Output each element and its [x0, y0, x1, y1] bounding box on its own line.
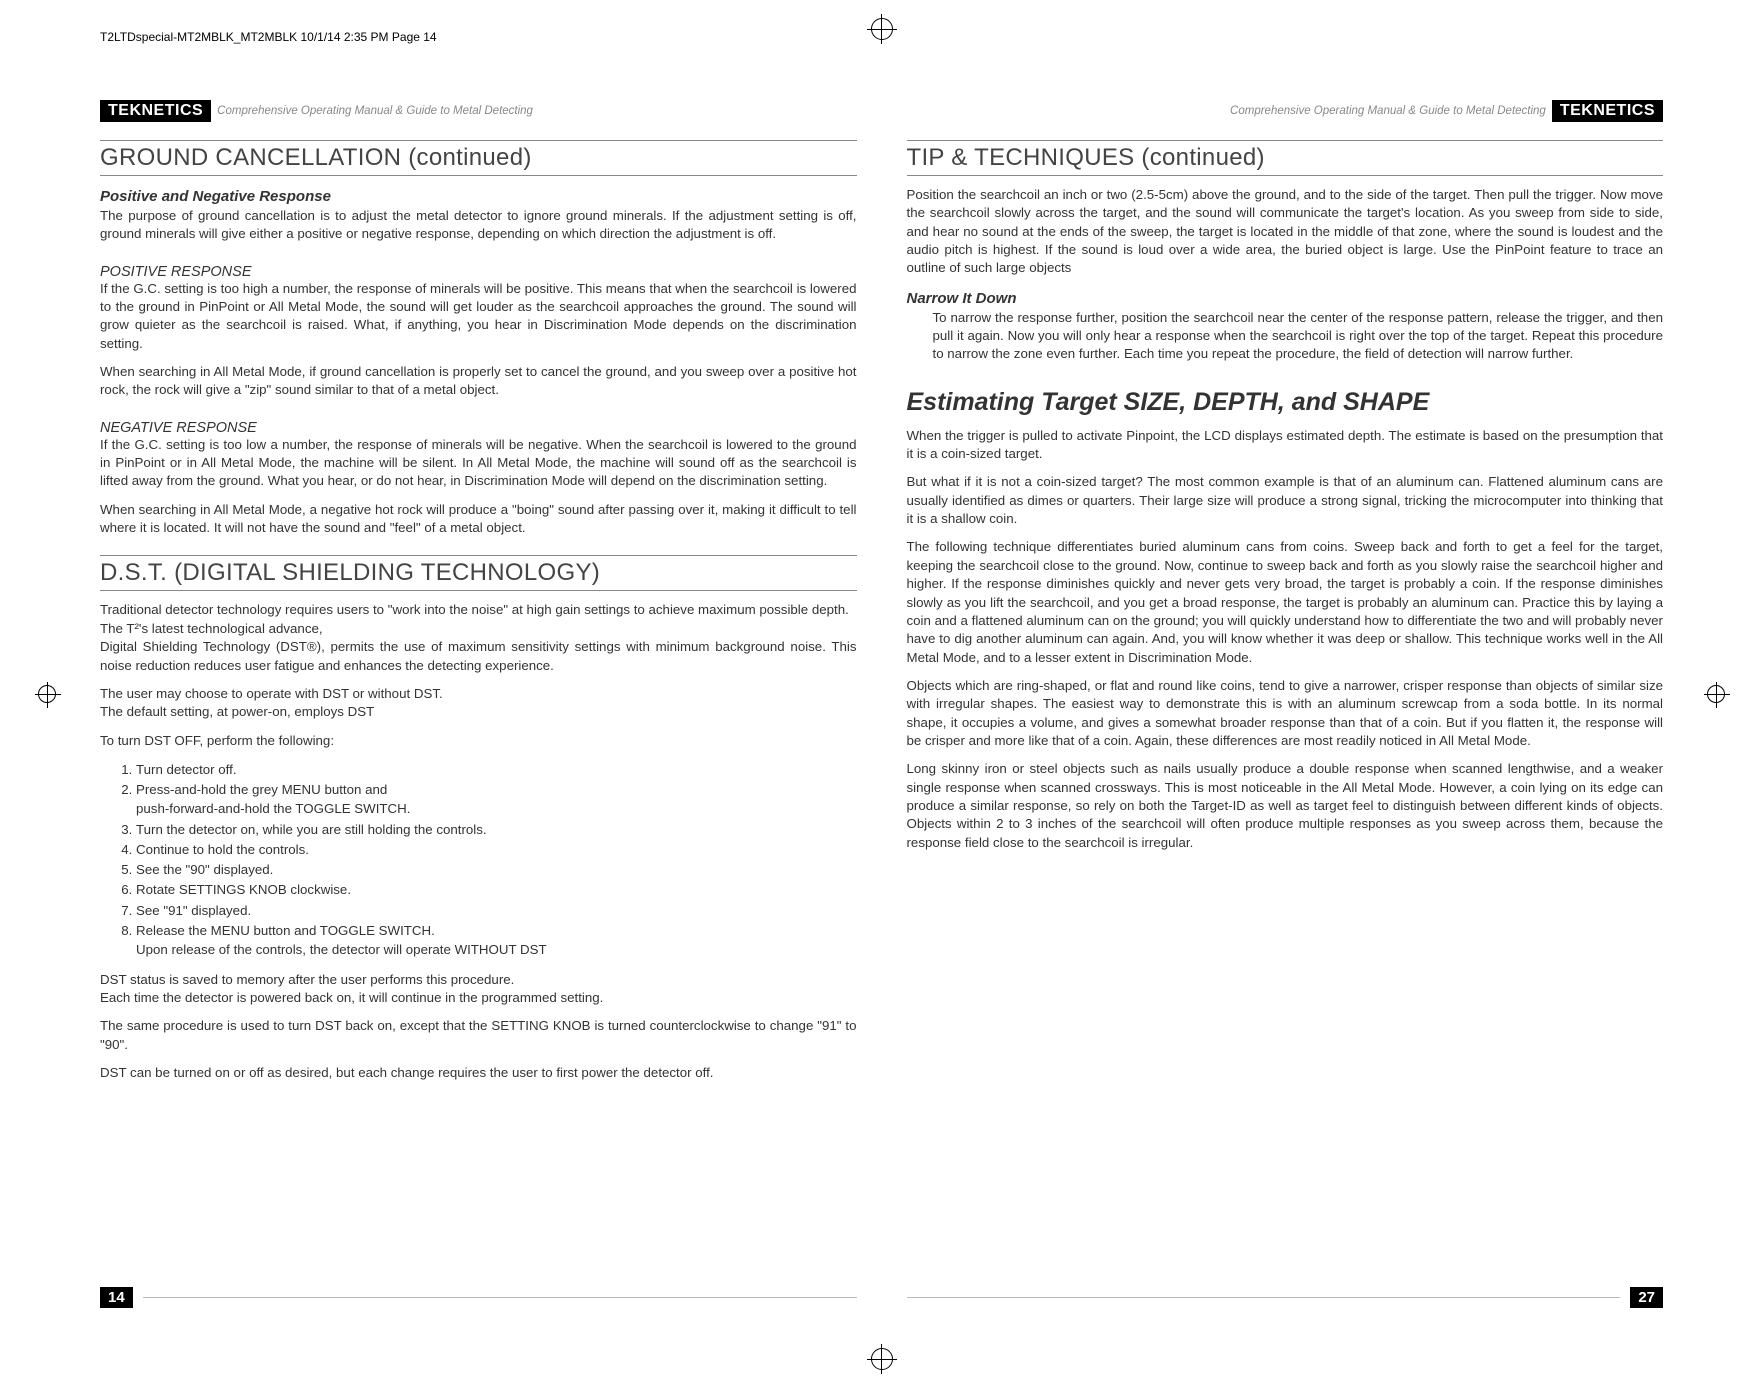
dst-body4: DST status is saved to memory after the …: [100, 971, 857, 989]
estimate-heading: Estimating Target SIZE, DEPTH, and SHAPE: [907, 388, 1664, 417]
est-body2: But what if it is not a coin-sized targe…: [907, 473, 1664, 528]
footer-line-right: [907, 1297, 1621, 1298]
negative-response-label: NEGATIVE RESPONSE: [100, 420, 857, 436]
posneg-body: The purpose of ground cancellation is to…: [100, 207, 857, 244]
step-4: Continue to hold the controls.: [136, 840, 857, 859]
left-footer: 14: [100, 1287, 857, 1308]
page-number-left: 14: [100, 1287, 133, 1308]
section-title-tips: TIP & TECHNIQUES (continued): [907, 140, 1664, 176]
footer-line: [143, 1297, 857, 1298]
step-8-text: Release the MENU button and TOGGLE SWITC…: [136, 923, 435, 938]
dst-body4b: Each time the detector is powered back o…: [100, 989, 857, 1007]
registration-mark-left: [38, 685, 56, 703]
dst-body2b: The default setting, at power-on, employ…: [100, 703, 857, 721]
left-page: TEKNETICS Comprehensive Operating Manual…: [100, 100, 857, 1308]
header-subtitle: Comprehensive Operating Manual & Guide t…: [217, 105, 856, 117]
brand-badge-right: TEKNETICS: [1552, 100, 1663, 122]
est-body3: The following technique differentiates b…: [907, 538, 1664, 666]
registration-mark-top: [871, 18, 893, 40]
brand-badge: TEKNETICS: [100, 100, 211, 122]
left-header: TEKNETICS Comprehensive Operating Manual…: [100, 100, 857, 122]
negative-response-body2: When searching in All Metal Mode, a nega…: [100, 501, 857, 538]
est-body4: Objects which are ring-shaped, or flat a…: [907, 677, 1664, 750]
step-1: Turn detector off.: [136, 760, 857, 779]
narrow-heading: Narrow It Down: [907, 290, 1664, 307]
dst-body5: The same procedure is used to turn DST b…: [100, 1017, 857, 1054]
step-2: Press-and-hold the grey MENU button and p…: [136, 780, 857, 819]
step-7: See "91" displayed.: [136, 901, 857, 920]
dst-body2: The user may choose to operate with DST …: [100, 685, 857, 703]
est-body5: Long skinny iron or steel objects such a…: [907, 760, 1664, 852]
est-body1: When the trigger is pulled to activate P…: [907, 427, 1664, 464]
step-2-text: Press-and-hold the grey MENU button and: [136, 782, 387, 797]
step-5: See the "90" displayed.: [136, 860, 857, 879]
step-8-sub: Upon release of the controls, the detect…: [136, 940, 857, 959]
header-subtitle-right: Comprehensive Operating Manual & Guide t…: [907, 105, 1546, 117]
step-3: Turn the detector on, while you are stil…: [136, 820, 857, 839]
right-page: Comprehensive Operating Manual & Guide t…: [907, 100, 1664, 1308]
section-title-ground: GROUND CANCELLATION (continued): [100, 140, 857, 176]
right-footer: 27: [907, 1287, 1664, 1308]
dst-body1b: Digital Shielding Technology (DST®), per…: [100, 638, 857, 675]
positive-response-body2: When searching in All Metal Mode, if gro…: [100, 363, 857, 400]
step-6: Rotate SETTINGS KNOB clockwise.: [136, 880, 857, 899]
step-2-sub: push-forward-and-hold the TOGGLE SWITCH.: [136, 799, 857, 818]
registration-mark-bottom: [871, 1348, 893, 1370]
page-number-right: 27: [1630, 1287, 1663, 1308]
dst-body1: Traditional detector technology requires…: [100, 601, 857, 638]
dst-steps: Turn detector off. Press-and-hold the gr…: [136, 760, 857, 961]
registration-mark-right: [1707, 685, 1725, 703]
negative-response-body1: If the G.C. setting is too low a number,…: [100, 436, 857, 491]
dst-body3: To turn DST OFF, perform the following:: [100, 732, 857, 750]
tips-body1: Position the searchcoil an inch or two (…: [907, 186, 1664, 278]
posneg-heading: Positive and Negative Response: [100, 188, 857, 205]
dst-body6: DST can be turned on or off as desired, …: [100, 1064, 857, 1082]
page-spread: TEKNETICS Comprehensive Operating Manual…: [100, 100, 1663, 1308]
positive-response-label: POSITIVE RESPONSE: [100, 264, 857, 280]
narrow-body: To narrow the response further, position…: [907, 309, 1664, 364]
step-8: Release the MENU button and TOGGLE SWITC…: [136, 921, 857, 960]
right-header: Comprehensive Operating Manual & Guide t…: [907, 100, 1664, 122]
slugline: T2LTDspecial-MT2MBLK_MT2MBLK 10/1/14 2:3…: [100, 30, 437, 44]
positive-response-body1: If the G.C. setting is too high a number…: [100, 280, 857, 353]
section-title-dst: D.S.T. (DIGITAL SHIELDING TECHNOLOGY): [100, 555, 857, 591]
